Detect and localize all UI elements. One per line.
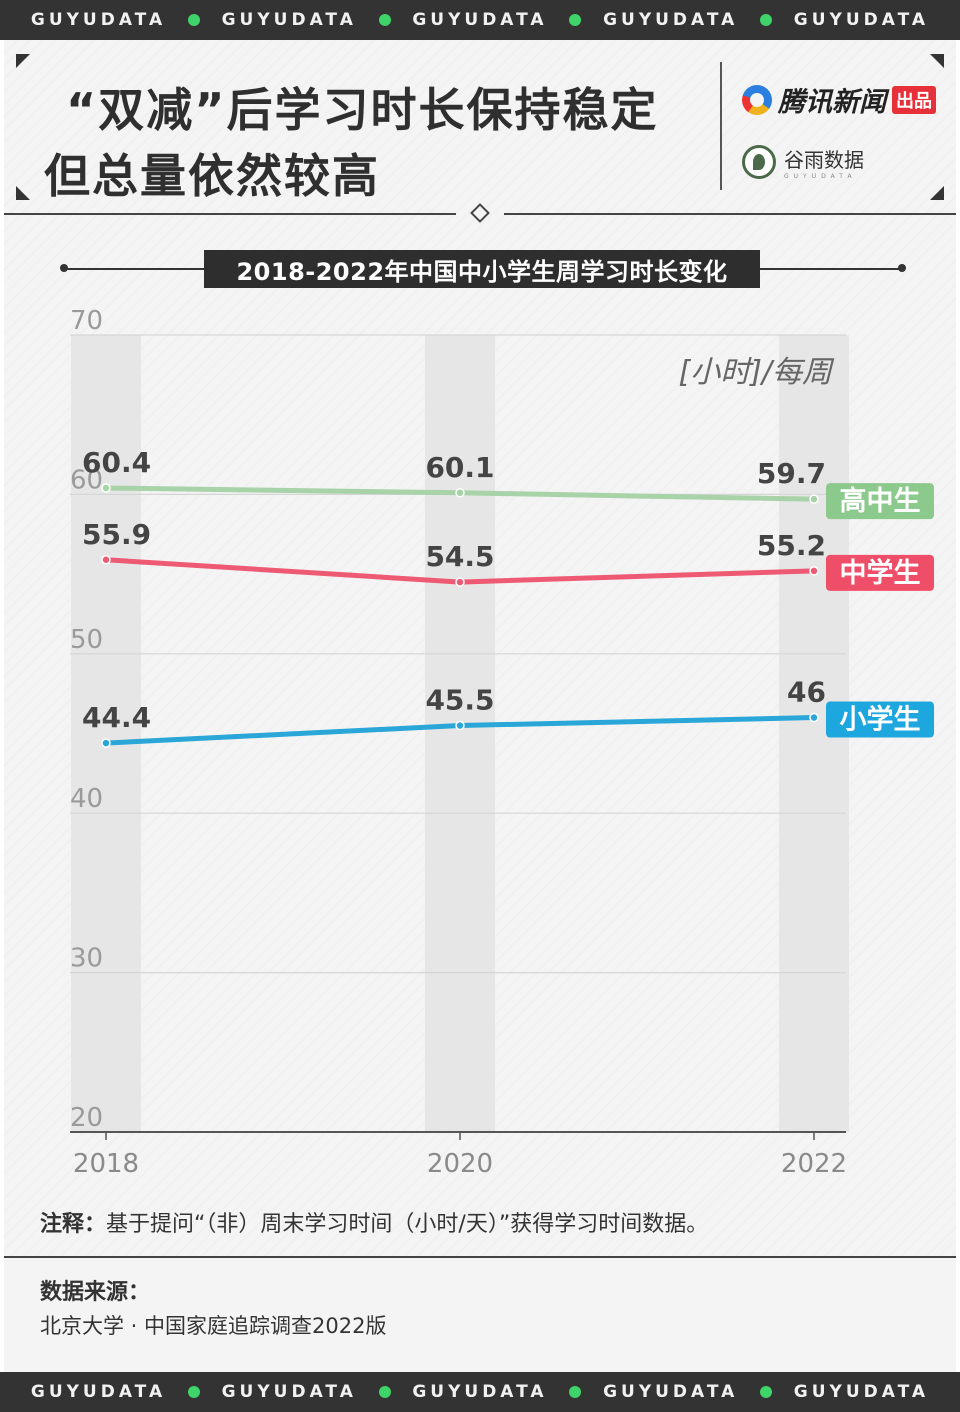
- category-band: [425, 335, 495, 1132]
- data-point: [455, 720, 465, 731]
- band-dot-icon: [378, 1386, 391, 1398]
- corner-mark-icon: [16, 186, 30, 200]
- data-label: 60.1: [425, 451, 494, 484]
- band-text: GUYUDATA: [793, 1382, 930, 1402]
- brand1-tag: 出品: [892, 85, 936, 114]
- band-text: GUYUDATA: [30, 1382, 167, 1402]
- data-point: [809, 712, 819, 723]
- y-tick-label: 20: [70, 1103, 103, 1133]
- top-band: GUYUDATA GUYUDATA GUYUDATA GUYUDATA GUYU…: [0, 0, 960, 40]
- band-text: GUYUDATA: [793, 10, 930, 30]
- legend-tag-bg: [826, 554, 934, 591]
- data-point: [101, 738, 111, 748]
- header-rule-left: [4, 213, 456, 215]
- data-point: [809, 494, 819, 504]
- data-point: [809, 566, 819, 576]
- rule-end-dot-icon: [60, 264, 68, 272]
- page-title-line-2: 但总量依然较高: [44, 149, 380, 203]
- guyu-data-brand: 谷雨数据 GUYUDATA: [742, 144, 864, 180]
- corner-mark-icon: [930, 186, 944, 200]
- legend-tag-label: 高中生: [840, 485, 921, 517]
- band-dot-icon: [378, 14, 391, 26]
- data-label: 45.5: [425, 684, 494, 717]
- band-dot-icon: [569, 14, 582, 26]
- data-label: 44.4: [82, 701, 151, 734]
- band-text: GUYUDATA: [603, 10, 739, 30]
- y-tick-label: 70: [70, 306, 103, 336]
- page-title-line-1: “双减”后学习时长保持稳定: [66, 83, 659, 137]
- data-label: 54.5: [425, 540, 494, 573]
- legend-tag-label: 小学生: [840, 704, 921, 736]
- band-text: GUYUDATA: [412, 10, 548, 30]
- note-text: 基于提问“（非）周末学习时间（小时/天）”获得学习时间数据。: [106, 1212, 709, 1237]
- data-point: [455, 577, 465, 587]
- band-dot-icon: [569, 1386, 582, 1398]
- tencent-news-logo-icon: [742, 84, 772, 115]
- unit-label: [小时]/每周: [678, 355, 835, 390]
- chart-note: 注释：基于提问“（非）周末学习时间（小时/天）”获得学习时间数据。: [40, 1206, 708, 1238]
- legend-tag: 中学生: [826, 554, 934, 591]
- data-point: [455, 488, 465, 498]
- band-dot-icon: [760, 14, 773, 26]
- x-tick-label: 2018: [73, 1149, 139, 1179]
- y-tick-label: 40: [70, 784, 103, 814]
- guyu-bird-logo-icon: [742, 145, 776, 179]
- brand2-name: 谷雨数据: [784, 148, 864, 172]
- line-chart: 70 60 50 40 30 20 2018 2020 2022 [小时]/每周 60.4 60.1 5…: [70, 306, 934, 1179]
- tencent-news-brand: 腾讯新闻 出品: [742, 80, 936, 119]
- legend-tag: 小学生: [826, 701, 934, 738]
- header: “双减”后学习时长保持稳定 但总量依然较高 腾讯新闻 出品 谷雨数据 GUYUD…: [4, 40, 956, 216]
- legend-tag-bg: [826, 701, 934, 738]
- legend-tag-label: 中学生: [840, 557, 921, 589]
- data-point: [101, 483, 111, 493]
- band-dot-icon: [187, 1386, 200, 1398]
- bottom-band: GUYUDATA GUYUDATA GUYUDATA GUYUDATA GUYU…: [0, 1372, 960, 1412]
- category-band: [71, 335, 141, 1132]
- band-dot-icon: [187, 14, 200, 26]
- x-tick-label: 2022: [781, 1149, 847, 1179]
- header-divider: [720, 62, 722, 190]
- x-tick-label: 2020: [427, 1149, 493, 1179]
- brand1-name: 腾讯新闻: [778, 87, 886, 118]
- rule-end-dot-icon: [898, 264, 906, 272]
- band-text: GUYUDATA: [603, 1382, 739, 1402]
- band-dot-icon: [760, 1386, 773, 1398]
- legend-tag: 高中生: [826, 483, 934, 520]
- chart-title: 2018-2022年中国中小学生周学习时长变化: [204, 250, 760, 288]
- data-label: 55.2: [757, 529, 826, 562]
- band-text: GUYUDATA: [221, 10, 357, 30]
- brand2-sub: GUYUDATA: [784, 173, 857, 180]
- note-label: 注释：: [40, 1212, 107, 1237]
- source-text: 北京大学 · 中国家庭追踪调查2022版: [40, 1314, 387, 1338]
- chart-title-rule-right: [760, 268, 902, 270]
- chart-title-rule-left: [62, 268, 208, 270]
- legend-tag-bg: [826, 483, 934, 520]
- band-text: GUYUDATA: [30, 10, 167, 30]
- source-label: 数据来源：: [40, 1280, 151, 1305]
- data-label: 46: [787, 676, 826, 709]
- header-rule-right: [504, 213, 956, 215]
- y-tick-label: 60: [70, 465, 103, 495]
- source-area: 数据来源： 北京大学 · 中国家庭追踪调查2022版: [4, 1256, 956, 1372]
- band-text: GUYUDATA: [412, 1382, 548, 1402]
- y-tick-label: 30: [70, 944, 103, 974]
- band-text: GUYUDATA: [221, 1382, 357, 1402]
- corner-mark-icon: [16, 54, 30, 68]
- infographic-frame: “双减”后学习时长保持稳定 但总量依然较高 腾讯新闻 出品 谷雨数据 GUYUD…: [4, 40, 956, 1372]
- corner-mark-icon: [930, 54, 944, 68]
- y-tick-label: 50: [70, 625, 103, 655]
- data-label: 55.9: [82, 518, 151, 551]
- data-point: [101, 555, 111, 565]
- data-label: 60.4: [82, 446, 151, 479]
- data-label: 59.7: [757, 457, 826, 490]
